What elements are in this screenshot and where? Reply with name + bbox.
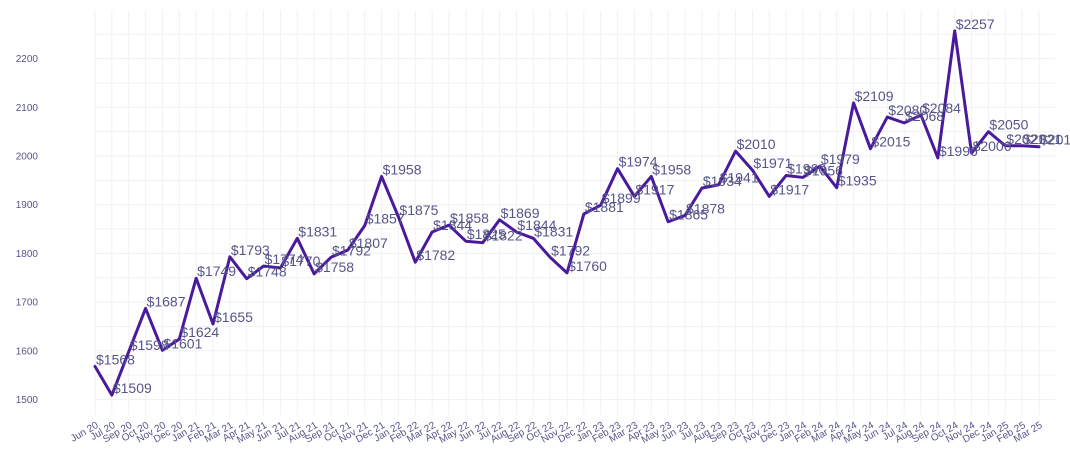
data-label: $1844: [433, 217, 472, 233]
data-label: $1760: [568, 258, 607, 274]
y-tick-label: 1600: [16, 346, 39, 357]
data-label: $2015: [871, 134, 910, 150]
data-label: $1687: [147, 293, 186, 309]
data-label: $1598: [130, 337, 169, 353]
data-label: $1941: [720, 170, 759, 186]
data-label: $1958: [383, 161, 422, 177]
data-label: $2010: [737, 136, 776, 152]
data-label: $1899: [602, 190, 641, 206]
data-label: $1770: [281, 253, 320, 269]
data-label: $1869: [501, 205, 540, 221]
data-label: $1774: [265, 251, 304, 267]
data-label: $1958: [652, 161, 691, 177]
y-tick-label: 1700: [16, 298, 39, 309]
data-label: $1971: [753, 155, 792, 171]
data-label: $1844: [517, 217, 556, 233]
data-label: $1807: [349, 235, 388, 251]
data-label: $1758: [315, 259, 354, 275]
data-label: $1935: [838, 173, 877, 189]
data-label: $1601: [163, 335, 202, 351]
data-label: $2021: [1006, 131, 1045, 147]
data-label: $1748: [248, 264, 287, 280]
data-labels: $1568 $1509 $1598 $1687 $1601$1624 $1749 $1655…: [96, 16, 1070, 396]
data-label: $2019: [1040, 132, 1070, 148]
data-label: $1878: [686, 200, 725, 216]
data-label: $1917: [770, 181, 809, 197]
data-label: $1960: [787, 160, 826, 176]
data-label: $2050: [989, 117, 1028, 133]
data-label: $1825: [467, 226, 506, 242]
data-label: $1782: [416, 247, 455, 263]
y-tick-label: 2000: [16, 152, 39, 163]
data-label: $1749: [197, 263, 236, 279]
data-label: $1865: [669, 207, 708, 223]
data-label: $1979: [821, 151, 860, 167]
data-label: $1793: [231, 242, 270, 258]
y-tick-label: 1800: [16, 249, 39, 260]
data-label: $2080: [888, 102, 927, 118]
data-label: $1831: [534, 223, 573, 239]
data-label: $1509: [113, 380, 152, 396]
data-label: $1831: [298, 223, 337, 239]
data-label: $1655: [214, 309, 253, 325]
y-tick-label: 1500: [16, 395, 39, 406]
data-label: $1792: [551, 242, 590, 258]
data-label: $1792: [332, 242, 371, 258]
data-label: $2068: [905, 108, 944, 124]
y-axis-ticks: 1500 1600 1700 1800 1900 2000 2100 2200: [16, 54, 39, 406]
data-label: $1857: [366, 211, 405, 227]
series-line: [93, 29, 1041, 397]
data-label: $1881: [585, 199, 624, 215]
data-label: $1996: [939, 143, 978, 159]
data-label: $1568: [96, 351, 135, 367]
data-label: $2021: [1023, 131, 1062, 147]
data-label: $2006: [973, 138, 1012, 154]
data-label: $2257: [956, 16, 995, 32]
y-tick-label: 2100: [16, 103, 39, 114]
data-label: $1956: [804, 162, 843, 178]
data-label: $1917: [635, 181, 674, 197]
grid: [94, 10, 1055, 415]
data-label: $1858: [450, 210, 489, 226]
y-tick-label: 1900: [16, 200, 39, 211]
data-label: $2109: [855, 88, 894, 104]
data-label: $1875: [399, 202, 438, 218]
data-label: $1624: [180, 324, 219, 340]
y-tick-label: 2200: [16, 54, 39, 65]
data-label: $2084: [922, 100, 961, 116]
data-label: $1974: [619, 154, 658, 170]
data-label: $1822: [484, 228, 523, 244]
data-label: $1934: [703, 173, 742, 189]
